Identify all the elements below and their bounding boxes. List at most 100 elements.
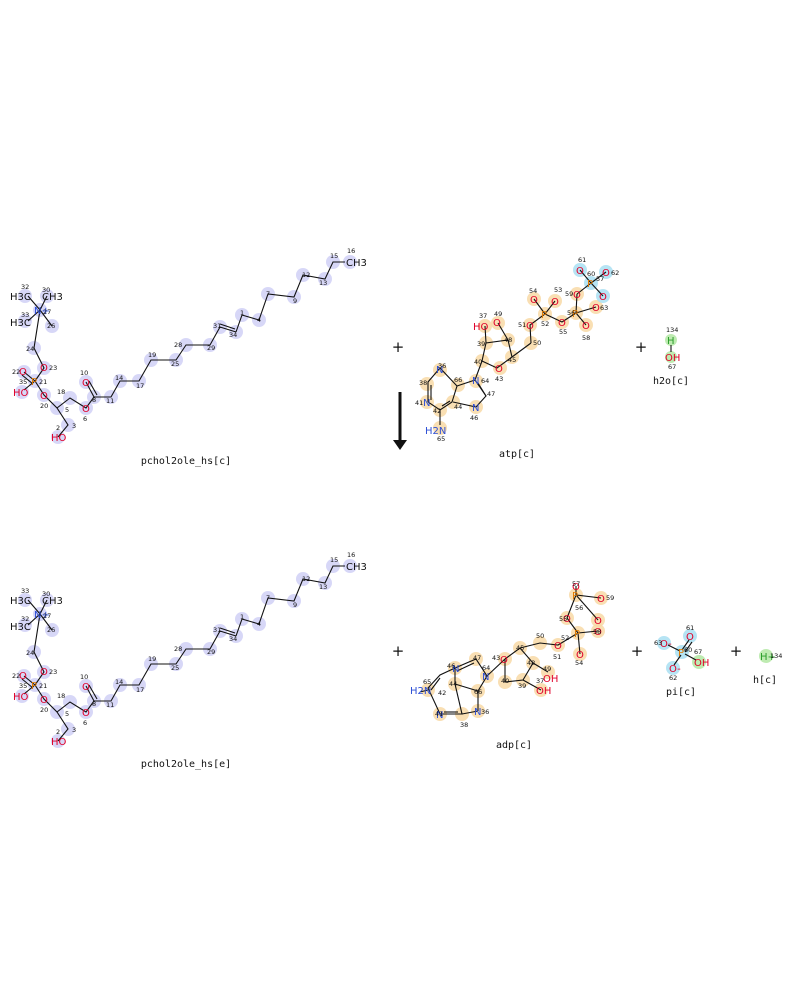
svg-text:14: 14 [115,678,123,686]
svg-text:33: 33 [21,311,29,319]
svg-text:18: 18 [57,692,65,700]
atom-oh-67: OH [665,353,680,364]
svg-text:67: 67 [694,648,702,656]
svg-text:10: 10 [80,673,88,681]
svg-text:27: 27 [43,308,51,316]
svg-text:O: O [526,321,534,332]
svg-text:9: 9 [293,601,297,609]
svg-text:11: 11 [106,397,114,405]
lipid-atom-numbers: 1 2 3 4 5 6 7 8 9 10 11 12 13 14 15 16 1… [12,247,355,432]
svg-text:HO: HO [13,692,29,703]
svg-text:3: 3 [72,422,76,430]
svg-text:47: 47 [487,390,495,398]
svg-text:134: 134 [770,652,782,660]
svg-text:48: 48 [527,659,535,667]
svg-text:40: 40 [501,677,509,685]
svg-text:O: O [495,364,503,375]
svg-text:H2N: H2N [425,426,446,437]
svg-text:4: 4 [257,620,261,628]
svg-text:O: O [40,667,48,678]
svg-text:H3C: H3C [10,596,31,607]
svg-text:43: 43 [492,654,500,662]
svg-text:14: 14 [115,374,123,382]
svg-text:36: 36 [481,708,489,716]
svg-text:N: N [472,376,479,387]
svg-text:67: 67 [668,363,676,371]
svg-text:P: P [541,310,547,321]
svg-text:O: O [594,616,602,627]
svg-text:64: 64 [481,377,489,385]
svg-text:N: N [474,707,481,718]
svg-text:12: 12 [302,575,310,583]
svg-text:44: 44 [454,403,462,411]
atom-o-23: O [40,363,48,374]
svg-text:24: 24 [26,649,34,657]
plus-sign-2: + [635,338,648,356]
atom-ch3-30: CH3 [42,292,63,303]
svg-text:56: 56 [575,604,583,612]
svg-text:13: 13 [319,279,327,287]
svg-text:62: 62 [611,269,619,277]
label-pi-c: pi[c] [666,687,696,698]
atom-h3c-32: H3C [10,292,31,303]
svg-text:O: O [551,297,559,308]
label-pchol2ole-hs-e: pchol2ole_hs[e] [141,759,231,770]
svg-text:42: 42 [433,407,441,415]
lipid-product: H3C CH3 H3C N+ O P O HO O HO O O CH3 1 2… [10,551,367,770]
atom-p-21: P [31,377,37,388]
svg-text:61: 61 [578,256,586,264]
svg-text:56: 56 [567,309,575,317]
svg-text:46: 46 [447,662,455,670]
svg-text:45: 45 [508,356,516,364]
svg-text:O: O [602,268,610,279]
plus-sign-4: + [631,642,644,660]
svg-text:O: O [563,614,571,625]
svg-text:41: 41 [435,710,443,718]
svg-text:31: 31 [213,626,221,634]
svg-text:26: 26 [47,626,55,634]
svg-text:N: N [436,710,443,721]
lipid-bonds [21,261,345,438]
svg-text:N: N [482,672,489,683]
svg-text:58: 58 [593,628,601,636]
svg-text:63: 63 [600,304,608,312]
svg-text:60: 60 [587,270,595,278]
water-reactant: H OH 134 67 h2o[c] [653,326,689,387]
label-atp-c: atp[c] [499,449,535,460]
svg-text:O: O [500,655,508,666]
svg-text:32: 32 [21,283,29,291]
svg-text:9: 9 [293,297,297,305]
svg-text:5: 5 [65,406,69,414]
svg-text:30: 30 [42,590,50,598]
svg-text:HO: HO [51,737,67,748]
svg-text:55: 55 [559,328,567,336]
svg-text:15: 15 [330,556,338,564]
svg-text:38: 38 [419,379,427,387]
lipid-atoms: H3C CH3 H3C N+ O P O HO O HO O O CH3 [10,258,367,444]
reaction-arrow [393,392,407,450]
svg-text:48: 48 [504,336,512,344]
svg-text:21: 21 [39,378,47,386]
svg-text:28: 28 [174,341,182,349]
svg-text:60: 60 [684,646,692,654]
svg-text:13: 13 [319,583,327,591]
svg-text:O: O [493,318,501,329]
svg-text:P: P [572,591,578,602]
svg-text:35: 35 [19,682,27,690]
svg-text:54: 54 [575,659,583,667]
svg-text:29: 29 [207,648,215,656]
svg-text:O: O [597,594,605,605]
atp-bonds [427,269,607,425]
svg-text:O: O [599,292,607,303]
svg-text:OH: OH [543,674,558,685]
svg-text:27: 27 [43,612,51,620]
svg-text:O: O [530,295,538,306]
svg-text:30: 30 [42,286,50,294]
svg-text:46: 46 [470,414,478,422]
svg-text:37: 37 [536,677,544,685]
svg-text:O: O [558,318,566,329]
atom-h3c-33: H3C [10,318,31,329]
svg-text:34: 34 [229,635,237,643]
svg-text:HO: HO [473,322,489,333]
svg-text:39: 39 [518,682,526,690]
